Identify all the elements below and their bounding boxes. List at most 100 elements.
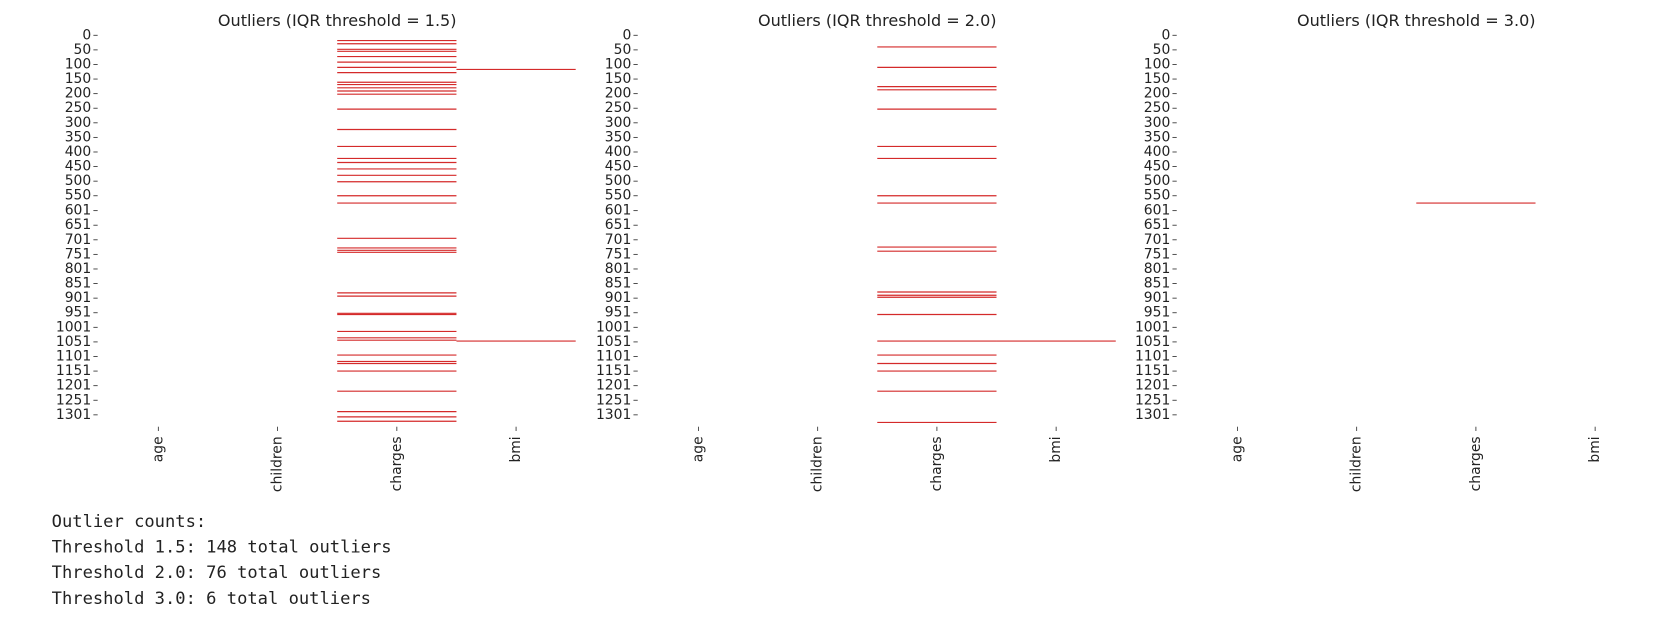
- y-tick-label: 701: [605, 232, 632, 248]
- x-tick-label: age: [150, 436, 166, 462]
- x-tick-label: age: [690, 436, 706, 462]
- y-tick-label: 100: [1144, 56, 1171, 72]
- y-tick-label: 1251: [56, 392, 91, 408]
- output-line: Threshold 2.0: 76 total outliers: [52, 563, 382, 583]
- y-tick-label: 651: [65, 217, 92, 233]
- y-tick-label: 1101: [1135, 348, 1170, 364]
- y-tick-label: 500: [605, 173, 632, 189]
- y-tick-label: 450: [1144, 159, 1171, 175]
- y-tick-label: 951: [1144, 305, 1171, 321]
- y-tick-label: 1101: [596, 348, 631, 364]
- y-tick-label: 1201: [596, 378, 631, 394]
- y-tick-label: 601: [1144, 203, 1171, 219]
- x-tick-label: children: [810, 436, 826, 492]
- x-tick-label: age: [1229, 436, 1245, 462]
- y-tick-label: 300: [605, 115, 632, 131]
- y-tick-label: 0: [622, 27, 631, 43]
- y-tick-label: 601: [65, 203, 92, 219]
- y-tick-label: 801: [1144, 261, 1171, 277]
- y-tick-label: 901: [605, 290, 632, 306]
- y-tick-label: 400: [65, 144, 92, 160]
- output-line: Threshold 1.5: 148 total outliers: [52, 538, 392, 558]
- chart-title: Outliers (IQR threshold = 1.5): [218, 11, 457, 30]
- y-tick-label: 1001: [596, 319, 631, 335]
- y-tick-label: 1251: [1135, 392, 1170, 408]
- y-tick-label: 550: [605, 188, 632, 204]
- y-tick-label: 200: [605, 86, 632, 102]
- y-tick-label: 250: [65, 100, 92, 116]
- y-tick-label: 350: [1144, 129, 1171, 145]
- y-tick-label: 550: [65, 188, 92, 204]
- y-tick-label: 901: [1144, 290, 1171, 306]
- y-tick-label: 1151: [1135, 363, 1170, 379]
- y-tick-label: 200: [65, 86, 92, 102]
- y-tick-label: 150: [1144, 71, 1171, 87]
- y-tick-label: 0: [1161, 27, 1170, 43]
- y-tick-label: 751: [65, 246, 92, 262]
- y-tick-label: 1051: [56, 334, 91, 350]
- y-tick-label: 1201: [56, 378, 91, 394]
- y-tick-label: 851: [605, 276, 632, 292]
- y-tick-label: 851: [65, 276, 92, 292]
- y-tick-label: 350: [605, 129, 632, 145]
- y-tick-label: 651: [1144, 217, 1171, 233]
- x-tick-label: bmi: [508, 436, 524, 462]
- chart-title: Outliers (IQR threshold = 2.0): [758, 11, 997, 30]
- y-tick-label: 751: [605, 246, 632, 262]
- y-tick-label: 801: [605, 261, 632, 277]
- y-tick-label: 500: [1144, 173, 1171, 189]
- y-tick-label: 751: [1144, 246, 1171, 262]
- y-tick-label: 1301: [596, 407, 631, 423]
- y-tick-label: 1051: [1135, 334, 1170, 350]
- output-line: Threshold 3.0: 6 total outliers: [52, 589, 371, 609]
- y-tick-label: 1001: [56, 319, 91, 335]
- y-tick-label: 1201: [1135, 378, 1170, 394]
- y-tick-label: 400: [1144, 144, 1171, 160]
- y-tick-label: 350: [65, 129, 92, 145]
- y-tick-label: 250: [1144, 100, 1171, 116]
- y-tick-label: 651: [605, 217, 632, 233]
- output-line: Outlier counts:: [52, 512, 207, 532]
- y-tick-label: 1251: [596, 392, 631, 408]
- y-tick-label: 200: [1144, 86, 1171, 102]
- y-tick-label: 701: [1144, 232, 1171, 248]
- y-tick-label: 1151: [596, 363, 631, 379]
- y-tick-label: 300: [65, 115, 92, 131]
- y-tick-label: 550: [1144, 188, 1171, 204]
- x-tick-label: children: [270, 436, 286, 492]
- y-tick-label: 1051: [596, 334, 631, 350]
- y-tick-label: 100: [65, 56, 92, 72]
- y-tick-label: 100: [605, 56, 632, 72]
- y-tick-label: 150: [65, 71, 92, 87]
- y-tick-label: 601: [605, 203, 632, 219]
- y-tick-label: 50: [614, 42, 632, 58]
- y-tick-label: 1301: [56, 407, 91, 423]
- y-tick-label: 400: [605, 144, 632, 160]
- y-tick-label: 150: [605, 71, 632, 87]
- x-tick-label: charges: [389, 436, 405, 491]
- y-tick-label: 1001: [1135, 319, 1170, 335]
- y-tick-label: 450: [605, 159, 632, 175]
- x-tick-label: bmi: [1587, 436, 1603, 462]
- y-tick-label: 250: [605, 100, 632, 116]
- y-tick-label: 951: [65, 305, 92, 321]
- y-tick-label: 500: [65, 173, 92, 189]
- y-tick-label: 50: [74, 42, 92, 58]
- y-tick-label: 951: [605, 305, 632, 321]
- y-tick-label: 701: [65, 232, 92, 248]
- y-tick-label: 801: [65, 261, 92, 277]
- y-tick-label: 1151: [56, 363, 91, 379]
- x-tick-label: children: [1349, 436, 1365, 492]
- y-tick-label: 450: [65, 159, 92, 175]
- x-tick-label: charges: [929, 436, 945, 491]
- x-tick-label: charges: [1468, 436, 1484, 491]
- chart-title: Outliers (IQR threshold = 3.0): [1297, 11, 1536, 30]
- y-tick-label: 300: [1144, 115, 1171, 131]
- x-tick-label: bmi: [1048, 436, 1064, 462]
- y-tick-label: 851: [1144, 276, 1171, 292]
- y-tick-label: 1101: [56, 348, 91, 364]
- y-tick-label: 1301: [1135, 407, 1170, 423]
- y-tick-label: 901: [65, 290, 92, 306]
